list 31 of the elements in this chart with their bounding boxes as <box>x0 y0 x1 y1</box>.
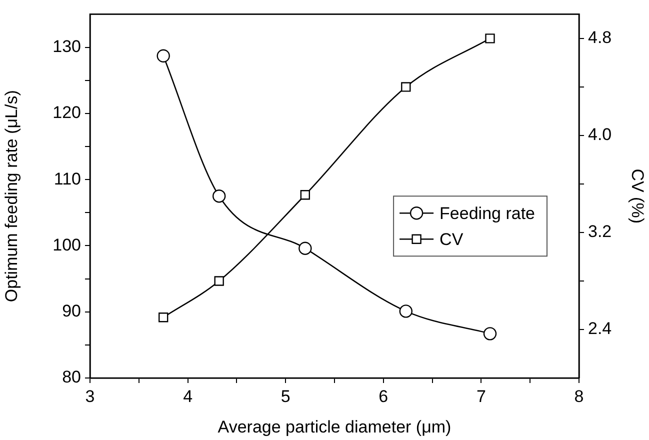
x-tick-label: 8 <box>574 386 584 406</box>
x-tick-label: 4 <box>183 386 193 406</box>
y-tick-label: 100 <box>52 235 81 254</box>
point <box>214 276 224 286</box>
point <box>156 49 170 62</box>
x-tick-label: 7 <box>476 386 486 406</box>
y2-tick-label: 2.4 <box>588 319 612 338</box>
legend-label: CV <box>440 230 464 249</box>
point <box>399 304 412 318</box>
y2-tick-label: 4.8 <box>588 28 612 48</box>
y-tick-label: 130 <box>52 36 81 56</box>
x-tick-label: 3 <box>85 386 95 406</box>
point <box>158 312 168 322</box>
point <box>212 190 226 203</box>
x-tick-label: 5 <box>280 386 290 406</box>
y2-tick-label: 4.0 <box>588 125 612 144</box>
x-tick-label: 6 <box>378 386 388 406</box>
y-tick-label: 110 <box>54 169 81 188</box>
point <box>298 242 312 255</box>
y2-tick-label: 3.2 <box>588 222 612 242</box>
y-tick-label: 80 <box>62 368 81 387</box>
y2-axis-title: CV (%) <box>628 168 648 224</box>
y-tick-label: 120 <box>52 103 81 122</box>
point <box>401 82 411 92</box>
legend-label: Feeding rate <box>440 204 535 223</box>
y-tick-label: 90 <box>62 302 81 321</box>
x-axis-title: Average particle diameter (μm) <box>218 417 452 436</box>
y-axis-title: Optimum feeding rate (μL/s) <box>2 90 21 302</box>
point <box>485 34 495 44</box>
point <box>300 190 310 200</box>
point <box>483 327 497 340</box>
